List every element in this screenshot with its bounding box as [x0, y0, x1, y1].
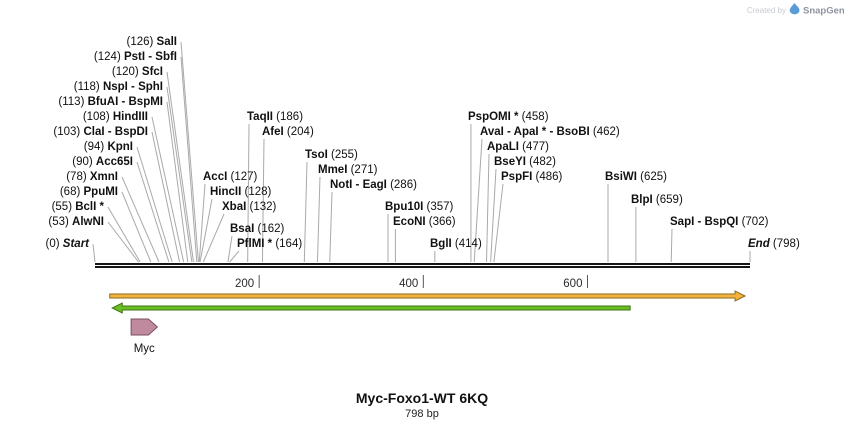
enzyme-site-label[interactable]: HincII (128)	[210, 186, 272, 198]
ruler-label: 600	[563, 278, 582, 290]
sequence-strand-bottom	[95, 266, 750, 268]
enzyme-site-label[interactable]: (94) KpnI	[84, 141, 133, 153]
leader-line	[493, 183, 504, 263]
leader-line	[180, 41, 199, 263]
leader-line	[473, 138, 483, 263]
enzyme-site-label[interactable]: SapI - BspQI (702)	[670, 216, 769, 228]
enzyme-site-label[interactable]: (103) ClaI - BspDI	[53, 126, 148, 138]
enzyme-site-label[interactable]: EcoNI (366)	[393, 216, 456, 228]
enzyme-site-label[interactable]: (118) NspI - SphI	[74, 81, 163, 93]
enzyme-site-label[interactable]: BlpI (659)	[631, 194, 683, 206]
enzyme-site-label[interactable]: TaqII (186)	[247, 111, 303, 123]
enzyme-site-label[interactable]: (53) AlwNI	[48, 216, 104, 228]
leader-line	[107, 206, 141, 263]
enzyme-site-label[interactable]: (108) HindIII	[83, 111, 148, 123]
leader-line	[490, 168, 497, 263]
leader-line	[151, 131, 181, 263]
leader-line	[166, 86, 193, 263]
ruler: 200 400 600	[235, 275, 588, 290]
enzyme-site-label[interactable]: AvaI - ApaI * - BsoBI (462)	[480, 126, 620, 138]
sequence-length: 798 bp	[405, 408, 439, 420]
leader-line	[198, 183, 206, 263]
enzyme-site-label[interactable]: PspFI (486)	[501, 171, 563, 183]
enzyme-site-label[interactable]: MmeI (271)	[318, 164, 378, 176]
sequence-title: Myc-Foxo1-WT 6KQ	[356, 390, 488, 406]
leader-line	[199, 198, 213, 263]
enzyme-site-label[interactable]: (78) XmnI	[66, 171, 118, 183]
ruler-label: 200	[235, 278, 254, 290]
feature-arrow[interactable]	[111, 302, 631, 314]
enzyme-site-label[interactable]: BsiWI (625)	[605, 171, 667, 183]
enzyme-site-label[interactable]: NotI - EagI (286)	[330, 179, 417, 191]
leader-line	[670, 228, 673, 263]
watermark-brand-label: SnapGene	[803, 6, 844, 17]
leader-line	[180, 56, 198, 263]
leader-line	[166, 71, 194, 263]
enzyme-site-label[interactable]: (124) PstI - SbfI	[94, 51, 177, 63]
leader-line	[227, 235, 233, 263]
leader-line	[229, 250, 240, 263]
leader-line	[136, 146, 173, 263]
leader-line	[316, 176, 321, 263]
enzyme-site-label[interactable]: (68) PpuMI	[60, 186, 118, 198]
leader-line	[303, 161, 308, 263]
enzyme-site-label[interactable]: TsoI (255)	[305, 149, 358, 161]
snapgene-logo-icon	[789, 3, 800, 15]
watermark: Created by SnapGene	[747, 3, 844, 17]
sequence-strand-top	[95, 263, 750, 265]
enzyme-site-label[interactable]: (90) Acc65I	[72, 156, 133, 168]
enzyme-site-label[interactable]: AfeI (204)	[262, 126, 314, 138]
leader-line	[107, 221, 139, 263]
feature-arrow[interactable]	[130, 318, 159, 336]
enzyme-site-label[interactable]: (0) Start	[46, 238, 91, 250]
enzyme-site-label[interactable]: PspOMI * (458)	[468, 111, 549, 123]
map-title-block: Myc-Foxo1-WT 6KQ 798 bp	[356, 390, 488, 420]
enzyme-site-label[interactable]: (55) BclI *	[52, 201, 105, 213]
feature-label: Myc	[134, 343, 155, 355]
enzyme-site-label[interactable]: (113) BfuAI - BspMI	[58, 96, 163, 108]
leader-line	[247, 123, 250, 263]
leader-lines	[92, 41, 751, 263]
features: Myc	[109, 290, 747, 355]
sequence-line	[95, 263, 750, 268]
leader-line	[121, 176, 160, 263]
ruler-label: 400	[399, 278, 418, 290]
leader-line	[166, 101, 189, 263]
leader-line	[121, 191, 152, 263]
enzyme-site-label[interactable]: (120) SfcI	[112, 66, 163, 78]
leader-line	[92, 243, 96, 263]
leader-line	[261, 138, 265, 263]
watermark-created-by-label: Created by	[747, 6, 786, 15]
enzyme-site-label[interactable]: Bpu10I (357)	[385, 201, 454, 213]
enzyme-site-label[interactable]: BglI (414)	[430, 238, 482, 250]
restriction-site-labels: (126) SalI (124) PstI - SbfI (120) SfcI (11…	[46, 36, 800, 250]
enzyme-site-label[interactable]: BseYI (482)	[494, 156, 556, 168]
enzyme-site-label[interactable]: PflMI * (164)	[237, 238, 302, 250]
leader-line	[486, 153, 490, 263]
leader-line	[202, 213, 225, 263]
leader-line	[151, 116, 185, 263]
feature-arrow[interactable]	[109, 290, 747, 302]
enzyme-site-label[interactable]: End (798)	[748, 238, 800, 250]
enzyme-site-label[interactable]: BsaI (162)	[230, 223, 285, 235]
enzyme-site-label[interactable]: AccI (127)	[203, 171, 258, 183]
leader-line	[329, 191, 333, 263]
leader-line	[136, 161, 170, 263]
enzyme-site-label[interactable]: XbaI (132)	[222, 201, 277, 213]
enzyme-site-label[interactable]: (126) SalI	[126, 36, 177, 48]
enzyme-site-label[interactable]: ApaLI (477)	[487, 141, 549, 153]
